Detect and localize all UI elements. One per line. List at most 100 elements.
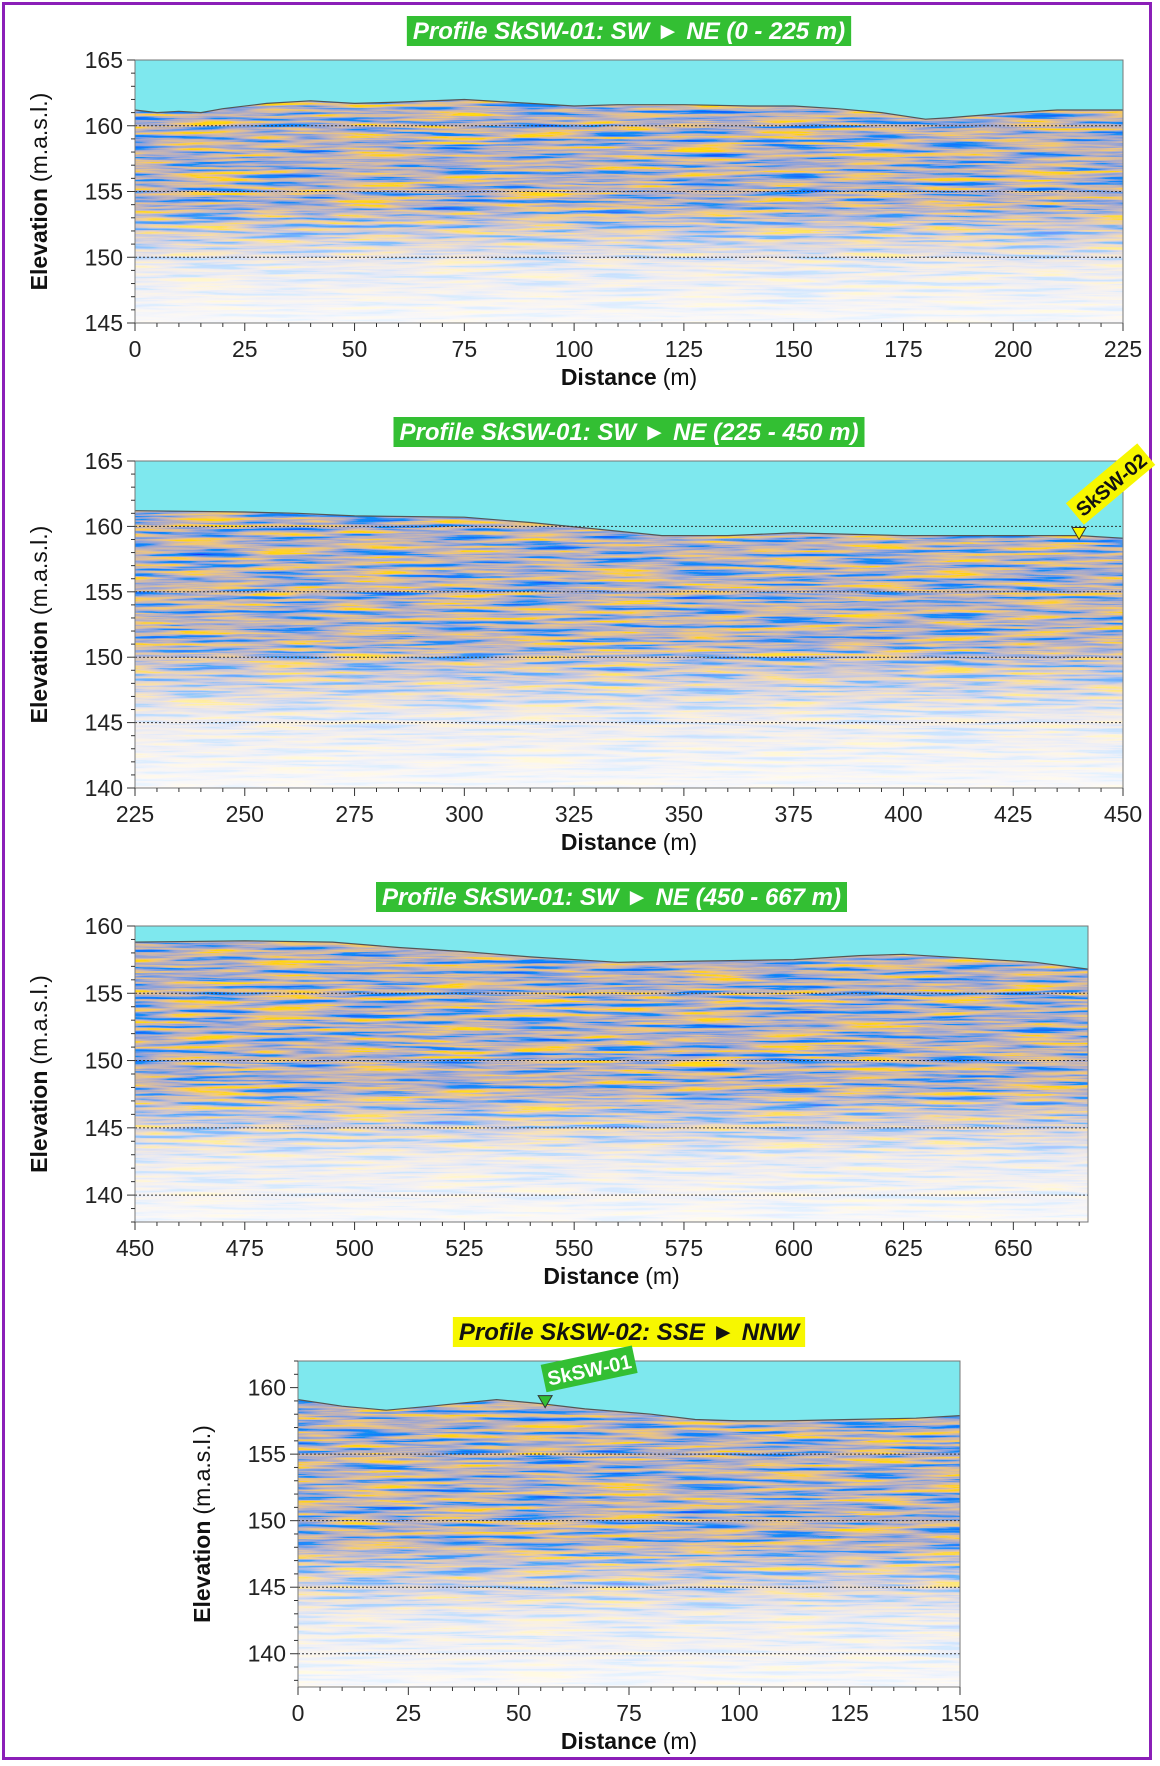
x-tick-label: 225 xyxy=(116,801,154,827)
profile-title-background xyxy=(452,1317,806,1347)
y-axis-title-unit: (m.a.s.l.) xyxy=(26,975,52,1064)
x-tick-label: 600 xyxy=(775,1235,813,1261)
x-tick-label: 350 xyxy=(665,801,703,827)
y-tick-label: 150 xyxy=(85,1048,123,1074)
x-tick-label: 100 xyxy=(720,1700,758,1726)
x-tick-label: 25 xyxy=(232,336,258,362)
x-tick-label: 400 xyxy=(884,801,922,827)
profile-title: Profile SkSW-01: SW ► NE (450 - 667 m) xyxy=(376,882,847,912)
x-tick-label: 100 xyxy=(555,336,593,362)
y-tick-label: 140 xyxy=(85,1182,123,1208)
profile-chart-4: 0 25 50 75 100 125 150140145150155160Distance(… xyxy=(189,1317,979,1754)
x-tick-label: 75 xyxy=(452,336,478,362)
radargram-attenuation xyxy=(135,99,1123,323)
y-tick-label: 140 xyxy=(248,1641,286,1667)
x-tick-label: 0 xyxy=(292,1700,305,1726)
x-tick-label: 125 xyxy=(830,1700,868,1726)
y-tick-label: 150 xyxy=(85,644,123,670)
x-axis-title-main: Distance xyxy=(543,1263,639,1289)
x-axis-title-main: Distance xyxy=(561,1728,657,1754)
x-tick-label: 325 xyxy=(555,801,593,827)
x-tick-label: 25 xyxy=(396,1700,422,1726)
profile-chart-1: 0 25 50 75 100 125 150 175 200 225 145 150 155 160 165… xyxy=(26,16,1142,390)
x-tick-label: 450 xyxy=(1104,801,1142,827)
y-tick-label: 155 xyxy=(85,980,123,1006)
y-axis-title: Elevation (m.a.s.l.) xyxy=(26,526,52,724)
y-tick-label: 150 xyxy=(85,244,123,270)
profile-title: Profile SkSW-01: SW ► NE (0 - 225 m) xyxy=(406,16,852,46)
x-tick-label: 150 xyxy=(941,1700,979,1726)
plot-area xyxy=(135,60,1123,323)
radargram xyxy=(135,99,1123,323)
ground-surface-line xyxy=(135,510,1123,539)
y-tick-label: 150 xyxy=(248,1508,286,1534)
y-axis-title: Elevation (m.a.s.l.) xyxy=(26,975,52,1173)
profile-title-text: Profile SkSW-01: SW ► NE (225 - 450 m) xyxy=(400,419,859,446)
y-tick-label: 160 xyxy=(85,913,123,939)
y-axis-title: Elevation (m.a.s.l.) xyxy=(26,93,52,291)
x-axis-title: Distance (m) xyxy=(561,1728,697,1754)
y-axis-title-unit: (m.a.s.l.) xyxy=(189,1425,215,1514)
x-tick-label: 125 xyxy=(665,336,703,362)
x-axis-title-main: Distance xyxy=(561,829,657,855)
y-tick-label: 145 xyxy=(85,1115,123,1141)
x-tick-label: 500 xyxy=(335,1235,373,1261)
profile-title: Profile SkSW-01: SW ► NE (225 - 450 m) xyxy=(393,417,865,447)
x-axis-title-unit: (m) xyxy=(663,1728,697,1754)
y-tick-label: 155 xyxy=(85,179,123,205)
x-axis-title: Distance (m) xyxy=(561,364,697,390)
y-tick-label: 165 xyxy=(85,47,123,73)
x-tick-label: 175 xyxy=(884,336,922,362)
profile-title-text: Profile SkSW-02: SSE ► NNW xyxy=(459,1319,802,1346)
x-tick-label: 525 xyxy=(445,1235,483,1261)
y-axis-title-main: Elevation xyxy=(189,1521,215,1623)
x-tick-label: 425 xyxy=(994,801,1032,827)
radargram xyxy=(135,510,1123,788)
profile-title-text: Profile SkSW-01: SW ► NE (0 - 225 m) xyxy=(413,18,845,45)
x-axis-title: Distance (m) xyxy=(561,829,697,855)
ground-surface-line xyxy=(135,940,1088,970)
x-tick-label: 375 xyxy=(774,801,812,827)
y-tick-label: 140 xyxy=(85,775,123,801)
x-tick-label: 250 xyxy=(226,801,264,827)
radargram xyxy=(298,1399,960,1687)
x-axis-title-unit: (m) xyxy=(663,364,697,390)
radargram xyxy=(135,940,1088,1222)
x-axis-title-main: Distance xyxy=(561,364,657,390)
x-tick-label: 550 xyxy=(555,1235,593,1261)
x-axis-title-unit: (m) xyxy=(645,1263,679,1289)
plot-area xyxy=(298,1361,960,1687)
profile-title: Profile SkSW-02: SSE ► NNW xyxy=(452,1317,806,1347)
profile-title-background xyxy=(406,16,852,46)
x-tick-label: 225 xyxy=(1104,336,1142,362)
y-tick-label: 145 xyxy=(248,1574,286,1600)
x-tick-label: 300 xyxy=(445,801,483,827)
y-tick-label: 155 xyxy=(85,579,123,605)
ground-surface-line xyxy=(135,98,1123,120)
x-tick-label: 275 xyxy=(335,801,373,827)
profile-title-background xyxy=(393,417,865,447)
profile-chart-2: 225 250 275 300 325 350 375 400 425 450 140 145 150 1… xyxy=(26,417,1156,855)
y-axis-title-unit: (m.a.s.l.) xyxy=(26,93,52,182)
x-tick-label: 475 xyxy=(226,1235,264,1261)
radargram-attenuation xyxy=(135,940,1088,1222)
plot-area xyxy=(135,461,1123,788)
y-axis-title-main: Elevation xyxy=(26,621,52,723)
profile-title-text: Profile SkSW-01: SW ► NE (450 - 667 m) xyxy=(382,884,841,911)
y-tick-label: 145 xyxy=(85,710,123,736)
intersection-label-background xyxy=(540,1345,638,1393)
plot-border xyxy=(134,460,1124,789)
y-axis-title-unit: (m.a.s.l.) xyxy=(26,526,52,615)
x-tick-label: 450 xyxy=(116,1235,154,1261)
x-tick-label: 200 xyxy=(994,336,1032,362)
x-tick-label: 150 xyxy=(774,336,812,362)
ground-surface-line xyxy=(298,1398,960,1422)
radargram-attenuation xyxy=(135,510,1123,788)
profile-title-background xyxy=(376,882,847,912)
intersection-marker-icon xyxy=(537,1395,554,1409)
x-tick-label: 575 xyxy=(665,1235,703,1261)
x-tick-label: 0 xyxy=(129,336,142,362)
x-tick-label: 625 xyxy=(884,1235,922,1261)
plot-area xyxy=(135,926,1088,1222)
